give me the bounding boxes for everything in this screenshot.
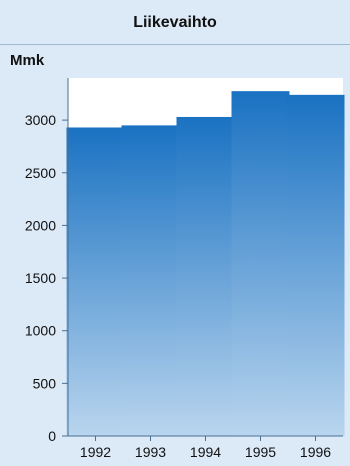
- x-tick-label-1992: 1992: [80, 444, 111, 460]
- y-tick-label-0: 0: [48, 428, 56, 444]
- x-tick-label-1993: 1993: [135, 444, 166, 460]
- title-divider: [0, 44, 350, 45]
- bar-1993: [121, 125, 180, 436]
- bar-1994: [176, 116, 235, 436]
- y-tick-label-1500: 1500: [25, 270, 56, 286]
- x-tick-label-1994: 1994: [190, 444, 221, 460]
- x-tick-label-1996: 1996: [300, 444, 331, 460]
- y-tick-label-500: 500: [33, 375, 57, 391]
- y-tick-label-3000: 3000: [25, 112, 56, 128]
- bar-1992: [66, 127, 125, 437]
- y-axis-unit-label: Mmk: [10, 52, 45, 69]
- y-tick-label-2000: 2000: [25, 217, 56, 233]
- bar-1996: [286, 94, 345, 437]
- bar-1995: [231, 91, 290, 436]
- x-tick-label-1995: 1995: [245, 444, 276, 460]
- y-tick-label-2500: 2500: [25, 165, 56, 181]
- y-tick-label-1000: 1000: [25, 323, 56, 339]
- chart-title: Liikevaihto: [133, 13, 217, 31]
